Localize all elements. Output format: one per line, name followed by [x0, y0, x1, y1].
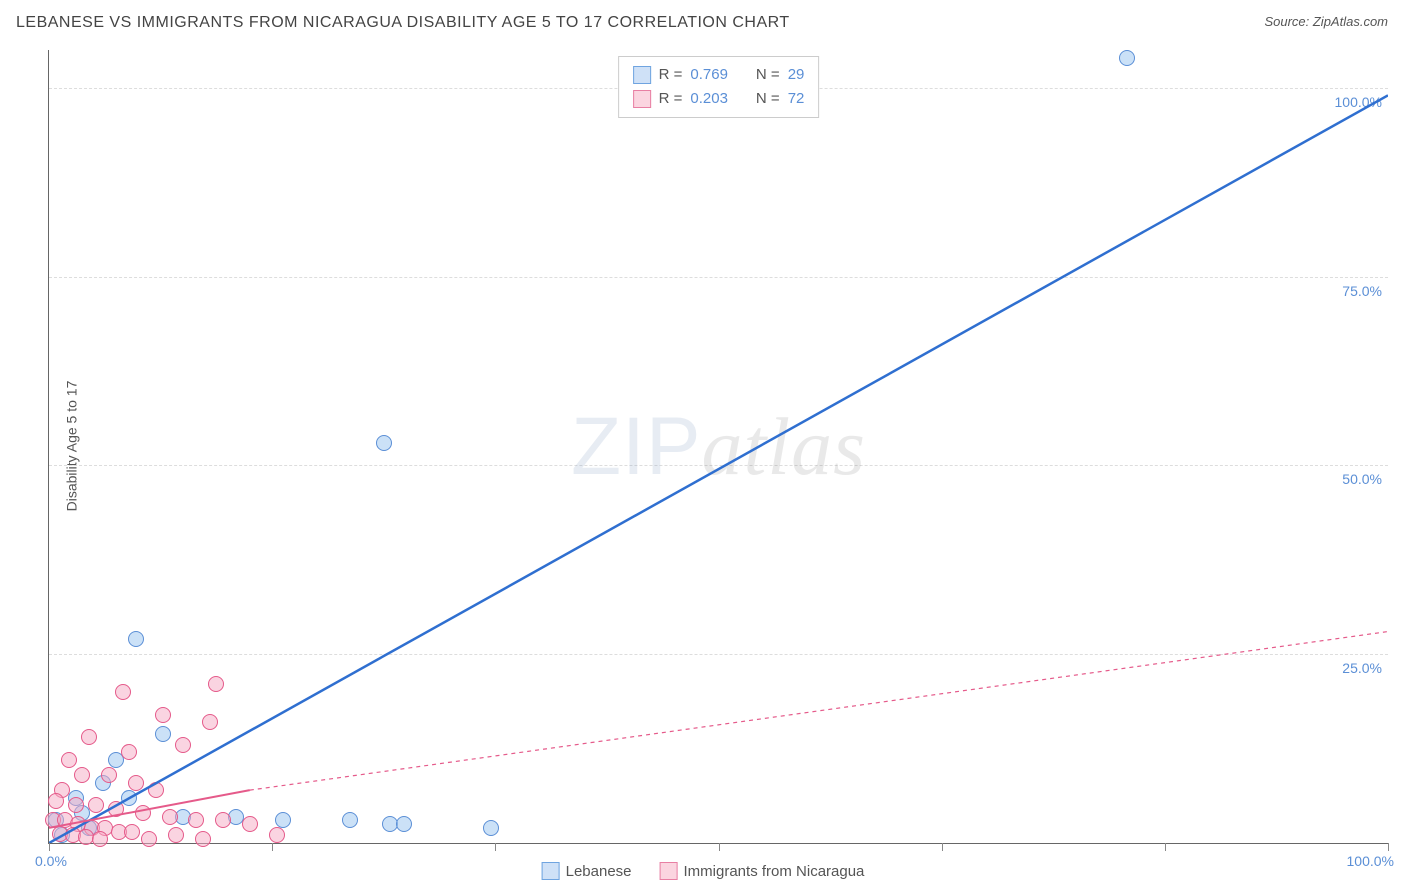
scatter-point [148, 782, 164, 798]
legend-correlation-box: R = 0.769 N = 29 R = 0.203 N = 72 [618, 56, 820, 118]
legend-series-label: Immigrants from Nicaragua [684, 863, 865, 880]
x-tick [1165, 843, 1166, 851]
legend-series-label: Lebanese [566, 863, 632, 880]
scatter-point [195, 831, 211, 847]
y-tick-label: 100.0% [1335, 94, 1382, 110]
watermark: ZIPatlas [571, 400, 866, 494]
legend-swatch [542, 862, 560, 880]
scatter-point [88, 797, 104, 813]
chart-title: LEBANESE VS IMMIGRANTS FROM NICARAGUA DI… [16, 14, 790, 31]
x-tick [719, 843, 720, 851]
legend-n-value: 29 [788, 63, 805, 87]
legend-r-label: R = [659, 87, 683, 111]
scatter-point [242, 816, 258, 832]
scatter-point [74, 767, 90, 783]
legend-swatch [633, 66, 651, 84]
legend-series-item: Lebanese [542, 862, 632, 880]
scatter-point [202, 714, 218, 730]
scatter-point [115, 684, 131, 700]
scatter-point [396, 816, 412, 832]
scatter-point [483, 820, 499, 836]
legend-correlation-row: R = 0.203 N = 72 [633, 87, 805, 111]
scatter-point [188, 812, 204, 828]
gridline [49, 654, 1388, 655]
scatter-point [124, 824, 140, 840]
scatter-point [155, 707, 171, 723]
legend-n-label: N = [756, 87, 780, 111]
legend-r-value: 0.769 [690, 63, 728, 87]
legend-r-value: 0.203 [690, 87, 728, 111]
x-tick-label: 0.0% [35, 853, 67, 869]
scatter-point [162, 809, 178, 825]
legend-series: Lebanese Immigrants from Nicaragua [542, 862, 865, 880]
scatter-point [61, 752, 77, 768]
legend-swatch [633, 90, 651, 108]
trend-line [250, 632, 1388, 791]
x-tick [495, 843, 496, 851]
scatter-point [68, 797, 84, 813]
scatter-point [128, 775, 144, 791]
legend-n-label: N = [756, 63, 780, 87]
scatter-point [108, 801, 124, 817]
legend-r-label: R = [659, 63, 683, 87]
scatter-point [141, 831, 157, 847]
chart-plot-area: ZIPatlas R = 0.769 N = 29 R = 0.203 N = 72 25.0… [48, 50, 1388, 844]
scatter-point [155, 726, 171, 742]
scatter-point [275, 812, 291, 828]
scatter-point [269, 827, 285, 843]
chart-header: LEBANESE VS IMMIGRANTS FROM NICARAGUA DI… [0, 0, 1406, 50]
legend-series-item: Immigrants from Nicaragua [660, 862, 865, 880]
chart-source: Source: ZipAtlas.com [1264, 14, 1388, 29]
scatter-point [48, 793, 64, 809]
scatter-point [81, 729, 97, 745]
gridline [49, 277, 1388, 278]
y-tick-label: 50.0% [1342, 471, 1382, 487]
legend-n-value: 72 [788, 87, 805, 111]
scatter-point [1119, 50, 1135, 66]
y-tick-label: 25.0% [1342, 660, 1382, 676]
scatter-point [101, 767, 117, 783]
scatter-point [168, 827, 184, 843]
x-tick [272, 843, 273, 851]
scatter-point [376, 435, 392, 451]
scatter-point [121, 790, 137, 806]
x-tick-label: 100.0% [1347, 853, 1394, 869]
scatter-point [215, 812, 231, 828]
x-tick [942, 843, 943, 851]
scatter-point [128, 631, 144, 647]
x-tick [49, 843, 50, 851]
scatter-point [121, 744, 137, 760]
y-tick-label: 75.0% [1342, 283, 1382, 299]
x-tick [1388, 843, 1389, 851]
legend-correlation-row: R = 0.769 N = 29 [633, 63, 805, 87]
scatter-point [135, 805, 151, 821]
scatter-point [208, 676, 224, 692]
scatter-point [175, 737, 191, 753]
legend-swatch [660, 862, 678, 880]
scatter-point [342, 812, 358, 828]
scatter-point [92, 831, 108, 847]
